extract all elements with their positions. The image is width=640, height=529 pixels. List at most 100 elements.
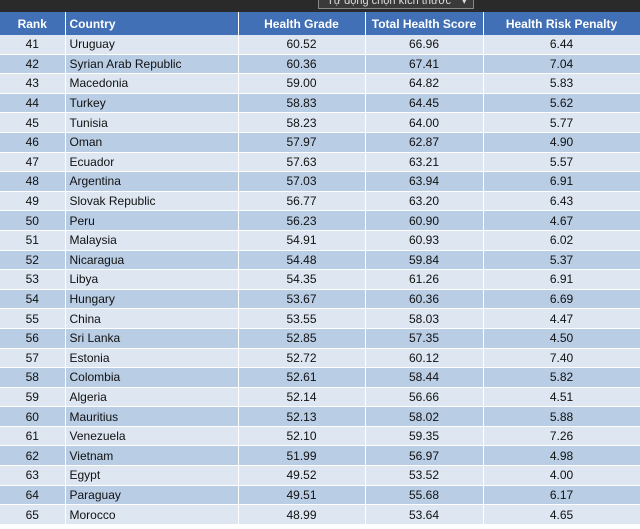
table-row: 48 Argentina 57.03 63.94 6.91 xyxy=(0,171,640,192)
risk-penalty-cell: 4.00 xyxy=(483,465,640,486)
risk-penalty-cell: 4.50 xyxy=(483,328,640,349)
rank-cell: 45 xyxy=(0,112,66,133)
total-health-score-cell: 63.20 xyxy=(365,191,484,212)
column-header[interactable]: Rank xyxy=(0,12,66,35)
table-row: 58 Colombia 52.61 58.44 5.82 xyxy=(0,367,640,388)
country-cell: Macedonia xyxy=(65,73,239,94)
rank-cell: 60 xyxy=(0,406,66,427)
country-cell: China xyxy=(65,308,239,329)
country-cell: Egypt xyxy=(65,465,239,486)
risk-penalty-cell: 7.26 xyxy=(483,426,640,447)
table-row: 41 Uruguay 60.52 66.96 6.44 xyxy=(0,35,640,55)
table-row: 46 Oman 57.97 62.87 4.90 xyxy=(0,132,640,153)
health-grade-cell: 56.77 xyxy=(238,191,366,212)
rank-cell: 61 xyxy=(0,426,66,447)
country-cell: Nicaragua xyxy=(65,250,239,271)
rank-cell: 56 xyxy=(0,328,66,349)
health-grade-cell: 54.91 xyxy=(238,230,366,251)
risk-penalty-cell: 5.57 xyxy=(483,152,640,173)
total-health-score-cell: 58.03 xyxy=(365,308,484,329)
total-health-score-cell: 59.35 xyxy=(365,426,484,447)
risk-penalty-cell: 5.82 xyxy=(483,367,640,388)
risk-penalty-cell: 5.62 xyxy=(483,93,640,114)
total-health-score-cell: 61.26 xyxy=(365,269,484,290)
country-cell: Oman xyxy=(65,132,239,153)
rank-cell: 50 xyxy=(0,210,66,231)
risk-penalty-cell: 5.88 xyxy=(483,406,640,427)
health-grade-cell: 52.61 xyxy=(238,367,366,388)
total-health-score-cell: 53.64 xyxy=(365,504,484,525)
total-health-score-cell: 60.12 xyxy=(365,348,484,369)
header-row: Rank Country Health Grade Total Health Scor… xyxy=(0,12,640,35)
country-cell: Uruguay xyxy=(65,35,239,55)
health-grade-cell: 51.99 xyxy=(238,445,366,467)
risk-penalty-cell: 6.43 xyxy=(483,191,640,212)
total-health-score-cell: 67.41 xyxy=(365,54,484,75)
rank-cell: 46 xyxy=(0,132,66,153)
rank-cell: 55 xyxy=(0,308,66,329)
table-row: 57 Estonia 52.72 60.12 7.40 xyxy=(0,348,640,369)
health-grade-cell: 52.85 xyxy=(238,328,366,349)
risk-penalty-cell: 6.44 xyxy=(483,35,640,55)
size-dropdown[interactable]: Tự động chọn kích thước xyxy=(318,0,475,9)
table-row: 44 Turkey 58.83 64.45 5.62 xyxy=(0,93,640,114)
total-health-score-cell: 66.96 xyxy=(365,35,484,55)
rank-cell: 64 xyxy=(0,485,66,506)
risk-penalty-cell: 6.02 xyxy=(483,230,640,251)
total-health-score-cell: 55.68 xyxy=(365,485,484,506)
column-header[interactable]: Total Health Score xyxy=(365,12,484,35)
health-grade-cell: 49.51 xyxy=(238,485,366,506)
country-cell: Mauritius xyxy=(65,406,239,427)
rank-cell: 51 xyxy=(0,230,66,251)
total-health-score-cell: 64.00 xyxy=(365,112,484,133)
table-row: 52 Nicaragua 54.48 59.84 5.37 xyxy=(0,250,640,271)
country-cell: Ecuador xyxy=(65,152,239,173)
table-row: 64 Paraguay 49.51 55.68 6.17 xyxy=(0,485,640,506)
health-grade-cell: 56.23 xyxy=(238,210,366,231)
country-cell: Libya xyxy=(65,269,239,290)
table-row: 60 Mauritius 52.13 58.02 5.88 xyxy=(0,406,640,427)
country-cell: Vietnam xyxy=(65,445,239,467)
rank-cell: 43 xyxy=(0,73,66,94)
country-cell: Argentina xyxy=(65,171,239,192)
country-cell: Peru xyxy=(65,210,239,231)
health-grade-cell: 58.83 xyxy=(238,93,366,114)
risk-penalty-cell: 4.98 xyxy=(483,445,640,467)
health-grade-cell: 57.97 xyxy=(238,132,366,153)
total-health-score-cell: 56.97 xyxy=(365,445,484,467)
table-row: 65 Morocco 48.99 53.64 4.65 xyxy=(0,504,640,525)
column-header[interactable]: Health Risk Penalty xyxy=(483,12,640,35)
total-health-score-cell: 63.21 xyxy=(365,152,484,173)
country-cell: Slovak Republic xyxy=(65,191,239,212)
column-header[interactable]: Country xyxy=(65,12,239,35)
risk-penalty-cell: 4.65 xyxy=(483,504,640,525)
table-row: 47 Ecuador 57.63 63.21 5.57 xyxy=(0,152,640,173)
country-cell: Algeria xyxy=(65,387,239,408)
total-health-score-cell: 58.44 xyxy=(365,367,484,388)
table-row: 49 Slovak Republic 56.77 63.20 6.43 xyxy=(0,191,640,212)
rank-cell: 63 xyxy=(0,465,66,486)
total-health-score-cell: 56.66 xyxy=(365,387,484,408)
country-cell: Estonia xyxy=(65,348,239,369)
risk-penalty-cell: 6.69 xyxy=(483,289,640,310)
country-cell: Paraguay xyxy=(65,485,239,506)
health-grade-cell: 60.36 xyxy=(238,54,366,75)
total-health-score-cell: 58.02 xyxy=(365,406,484,427)
country-cell: Turkey xyxy=(65,93,239,114)
health-grade-cell: 59.00 xyxy=(238,73,366,94)
risk-penalty-cell: 6.17 xyxy=(483,485,640,506)
risk-penalty-cell: 7.40 xyxy=(483,348,640,369)
table-row: 51 Malaysia 54.91 60.93 6.02 xyxy=(0,230,640,251)
total-health-score-cell: 60.93 xyxy=(365,230,484,251)
column-header[interactable]: Health Grade xyxy=(238,12,366,35)
table-row: 56 Sri Lanka 52.85 57.35 4.50 xyxy=(0,328,640,349)
table-row: 54 Hungary 53.67 60.36 6.69 xyxy=(0,289,640,310)
rank-cell: 62 xyxy=(0,445,66,467)
health-grade-cell: 52.10 xyxy=(238,426,366,447)
health-grade-cell: 52.72 xyxy=(238,348,366,369)
health-grade-cell: 58.23 xyxy=(238,112,366,133)
table-row: 50 Peru 56.23 60.90 4.67 xyxy=(0,210,640,231)
country-cell: Morocco xyxy=(65,504,239,525)
country-cell: Hungary xyxy=(65,289,239,310)
